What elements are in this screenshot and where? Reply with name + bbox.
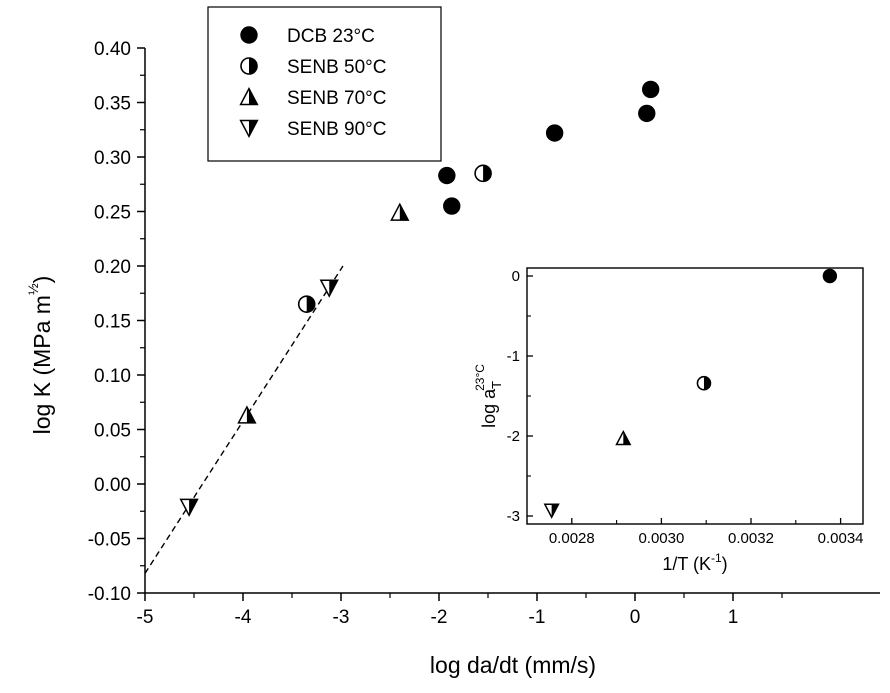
legend: DCB 23°C SENB 50°C SENB 70°C SENB 90°C [207,6,442,162]
data-point [545,124,564,142]
y-tick-label: 0.25 [94,203,131,224]
y-axis-title-group: log K (MPa m½) [25,276,55,435]
inset-x-axis-title: 1/T (K-1) [662,551,727,574]
inset-data-point [822,268,838,284]
legend-marker [239,86,259,106]
inset-x-axis-title-sup: -1 [711,551,722,565]
y-tick-label: -0.05 [88,530,131,551]
data-point [474,164,492,183]
inset-y-tick-label: -1 [507,348,520,365]
inset-y-axis-title-main: log a [479,388,499,428]
inset-x-tick-label: 0.0032 [728,530,774,547]
y-tick-label: 0.40 [94,39,131,60]
inset-y-tick-label: -2 [507,428,520,445]
inset-x-axis-title-main: 1/T (K [662,554,711,574]
x-tick-label: 0 [630,607,641,628]
legend-marker [240,57,258,75]
inset-x-tick-label: 0.0030 [638,530,684,547]
y-axis-title-main: log K (MPa m [29,295,55,434]
data-point [319,279,339,298]
legend-label: SENB 50°C [287,57,386,78]
data-point [438,166,456,185]
data-point [179,498,199,517]
inset-y-tick-label: 0 [512,268,520,285]
x-tick-label: -5 [137,607,154,628]
y-tick-label: 0.20 [94,257,131,278]
y-tick-label: 0.10 [94,366,131,387]
data-point [390,202,410,221]
legend-label: SENB 70°C [287,88,386,109]
inset-y-tick-label: -3 [507,508,520,525]
inset-frame [526,267,864,525]
y-tick-label: -0.10 [88,584,131,605]
y-tick-label: 0.00 [94,475,131,496]
inset-x-tick-label: 0.0028 [549,530,595,547]
y-tick-label: 0.05 [94,421,131,442]
inset-y-axis-title-sup: 23°C [473,364,487,391]
legend-marker [239,119,259,139]
inset-data-point [615,429,632,446]
x-tick-label: 1 [728,607,739,628]
inset-y-axis-title: log aT23°C [473,364,504,428]
data-point [237,405,257,424]
main-data-points [179,80,660,517]
data-point [641,80,660,99]
inset-y-axis-title-sub: T [489,381,504,389]
x-axis-title: log da/dt (mm/s) [430,652,596,678]
x-tick-label: -3 [333,607,350,628]
data-point [638,104,656,123]
inset-x-tick-label: 0.0034 [818,530,864,547]
y-tick-label: 0.30 [94,148,131,169]
data-point [297,295,316,313]
x-tick-label: -2 [431,607,448,628]
inset-y-axis-title-group: log aT23°C [473,364,504,428]
y-axis-title-close: ) [29,276,55,284]
inset-data-point [543,503,560,519]
y-axis-title-sup: ½ [25,283,41,295]
inset-data-point [696,375,712,391]
legend-label: DCB 23°C [287,26,375,47]
y-tick-label: 0.15 [94,312,131,333]
legend-marker [240,26,258,44]
y-tick-label: 0.35 [94,94,131,115]
data-point [443,197,461,215]
legend-label: SENB 90°C [287,119,386,140]
x-tick-label: -4 [235,607,252,628]
main-axis-ticks: -0.10 -0.05 0.00 0.05 0.10 0.15 0.20 0.25 0.30 0.… [88,39,783,628]
x-tick-label: -1 [529,607,546,628]
y-axis-title: log K (MPa m½) [25,276,55,435]
inset-x-axis-title-close: ) [722,554,728,574]
